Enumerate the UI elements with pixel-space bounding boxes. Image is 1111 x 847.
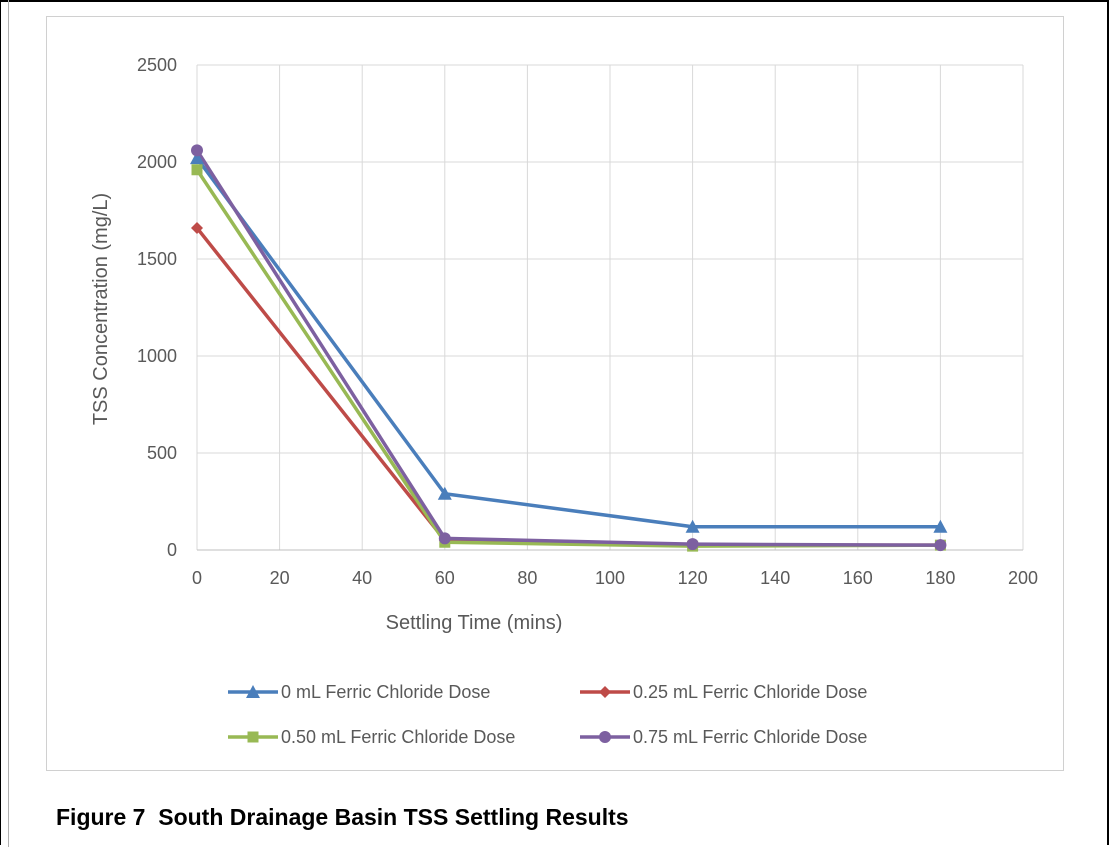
figure-caption: Figure 7 South Drainage Basin TSS Settli… bbox=[56, 804, 629, 830]
y-tick-label: 1000 bbox=[137, 346, 177, 366]
legend-marker-0 bbox=[246, 685, 260, 698]
legend-marker-2 bbox=[247, 731, 259, 743]
y-tick-labels: 0 500 1000 1500 2000 2500 bbox=[137, 55, 177, 560]
x-tick-label: 180 bbox=[925, 568, 955, 588]
series-3-point bbox=[686, 538, 699, 551]
x-tick-label: 200 bbox=[1008, 568, 1038, 588]
y-tick-label: 2500 bbox=[137, 55, 177, 75]
series-0-point bbox=[190, 151, 204, 165]
legend: 0 mL Ferric Chloride Dose 0.25 mL Ferric … bbox=[228, 682, 867, 747]
x-axis-label: Settling Time (mins) bbox=[386, 612, 563, 634]
series-3-point bbox=[934, 539, 947, 552]
x-tick-label: 140 bbox=[760, 568, 790, 588]
y-tick-label: 0 bbox=[167, 540, 177, 560]
series-line-2 bbox=[195, 168, 941, 548]
series-0-point bbox=[685, 519, 700, 533]
legend-label-1: 0.25 mL Ferric Chloride Dose bbox=[633, 682, 867, 702]
series-line-0 bbox=[195, 157, 941, 529]
series-line-1 bbox=[195, 226, 941, 547]
series-line-3 bbox=[195, 149, 941, 547]
legend-label-3: 0.75 mL Ferric Chloride Dose bbox=[633, 727, 867, 747]
legend-marker-1 bbox=[599, 686, 611, 698]
x-tick-label: 40 bbox=[352, 568, 372, 588]
x-tick-label: 120 bbox=[678, 568, 708, 588]
series-lines bbox=[195, 149, 941, 548]
legend-label-0: 0 mL Ferric Chloride Dose bbox=[281, 682, 490, 702]
series-2-point bbox=[191, 164, 203, 176]
x-tick-label: 100 bbox=[595, 568, 625, 588]
series-3-point bbox=[438, 532, 451, 545]
gridlines bbox=[196, 64, 1024, 551]
y-axis-label: TSS Concentration (mg/L) bbox=[90, 193, 112, 425]
x-tick-label: 0 bbox=[192, 568, 202, 588]
x-tick-label: 160 bbox=[843, 568, 873, 588]
series-3-point bbox=[191, 144, 203, 157]
series-1-point bbox=[191, 221, 203, 234]
x-tick-label: 80 bbox=[517, 568, 537, 588]
chart-frame: 0 20 40 60 80 100 120 140 160 180 200 0 500 1000 1500… bbox=[46, 16, 1064, 771]
y-tick-label: 500 bbox=[147, 443, 177, 463]
legend-label-2: 0.50 mL Ferric Chloride Dose bbox=[281, 727, 515, 747]
series-markers bbox=[190, 144, 948, 552]
y-tick-label: 1500 bbox=[137, 249, 177, 269]
series-0-point bbox=[933, 519, 948, 533]
left-margin-rule bbox=[8, 0, 9, 847]
x-tick-label: 20 bbox=[270, 568, 290, 588]
x-tick-label: 60 bbox=[435, 568, 455, 588]
line-chart: 0 20 40 60 80 100 120 140 160 180 200 0 500 1000 1500… bbox=[90, 55, 1038, 747]
legend-marker-3 bbox=[599, 731, 611, 743]
x-tick-labels: 0 20 40 60 80 100 120 140 160 180 200 bbox=[192, 568, 1038, 588]
series-0-point bbox=[437, 486, 452, 500]
y-tick-label: 2000 bbox=[137, 152, 177, 172]
